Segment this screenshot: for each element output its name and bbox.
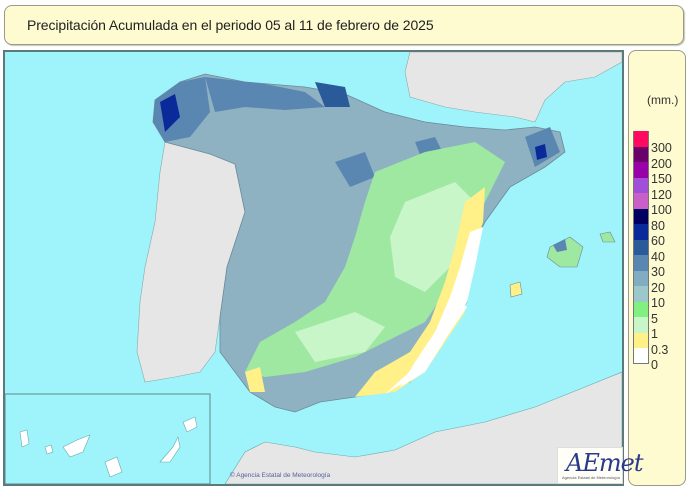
legend-swatch — [633, 208, 649, 224]
menorca — [599, 231, 616, 243]
legend-swatch — [633, 286, 649, 302]
legend-label: 300 — [651, 141, 672, 155]
legend-label: 100 — [651, 203, 672, 217]
credit-text: © Agencia Estatal de Meteorología — [230, 472, 331, 479]
legend-label: 60 — [651, 234, 665, 248]
legend-swatch — [633, 255, 649, 271]
legend-swatch — [633, 162, 649, 178]
legend-label: 5 — [651, 311, 658, 326]
legend-label: 200 — [651, 156, 672, 171]
legend-swatch — [633, 270, 649, 286]
legend-label: 0.3 — [651, 342, 669, 357]
legend-label: 80 — [651, 218, 665, 233]
legend-label: 10 — [651, 296, 665, 310]
legend-panel: (mm.) 300 200 150 120 100 80 60 40 30 20… — [628, 50, 686, 486]
logo-text: AEmet — [566, 449, 643, 477]
aemet-logo: AEmet Agencia Estatal de Meteorología — [557, 447, 643, 484]
logo-subtitle: Agencia Estatal de Meteorología — [562, 475, 620, 480]
legend-unit: (mm.) — [647, 93, 679, 107]
france-land — [404, 52, 622, 123]
africa-land — [224, 371, 622, 484]
ibiza — [509, 281, 523, 298]
canary-inset — [5, 393, 211, 484]
legend-label: 40 — [651, 249, 665, 264]
precipitation-map: © Agencia Estatal de Meteorología — [3, 50, 624, 486]
legend-label: 1 — [651, 327, 658, 341]
legend-swatch — [633, 193, 649, 209]
map-title: Precipitación Acumulada en el periodo 05… — [27, 17, 434, 33]
legend-swatch — [633, 224, 649, 240]
legend-swatch — [633, 348, 649, 364]
legend-label: 20 — [651, 280, 665, 295]
legend-swatch — [633, 332, 649, 348]
legend-label: 0 — [651, 358, 658, 372]
legend-swatch — [633, 317, 649, 333]
legend-swatch — [633, 239, 649, 255]
legend-swatch — [633, 131, 649, 147]
legend-label: 120 — [651, 187, 672, 202]
legend-label: 30 — [651, 265, 665, 279]
legend-swatch — [633, 146, 649, 162]
title-panel: Precipitación Acumulada en el periodo 05… — [4, 5, 684, 45]
legend-swatch — [633, 177, 649, 193]
legend-swatch — [633, 301, 649, 317]
legend-label: 150 — [651, 172, 672, 186]
map-canvas — [5, 52, 622, 484]
